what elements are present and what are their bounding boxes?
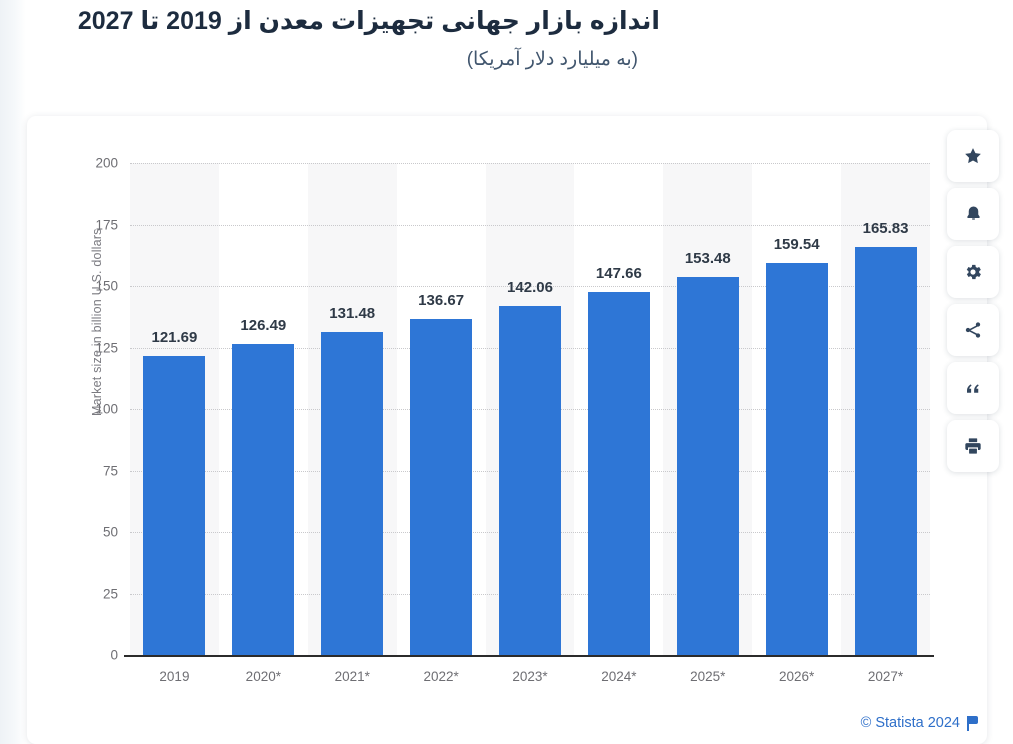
y-axis-tick-label: 125 bbox=[95, 340, 118, 355]
plot-area: 0 25 50 75 100 125 150 175 200 121.69 2019 126.49 20… bbox=[95, 156, 934, 684]
y-axis-title: Market size in billion U.S. dollars bbox=[90, 228, 104, 416]
y-axis-tick-label: 175 bbox=[95, 217, 118, 232]
bar-value-label: 142.06 bbox=[507, 278, 553, 296]
y-gridline bbox=[130, 286, 930, 287]
bar-value-label: 121.69 bbox=[151, 328, 198, 346]
y-axis-tick-label: 75 bbox=[102, 463, 118, 478]
x-axis-tick-label: 2022* bbox=[423, 669, 459, 684]
bar-2027[interactable] bbox=[854, 247, 917, 655]
y-axis-tick-label: 0 bbox=[110, 647, 118, 663]
flag-icon bbox=[967, 715, 980, 731]
bar-2026[interactable] bbox=[765, 262, 828, 655]
share-icon bbox=[963, 320, 983, 340]
bell-icon bbox=[964, 204, 983, 224]
alert-button[interactable] bbox=[947, 188, 999, 240]
page-title: اندازه بازار جهانی تجهیزات معدن از 2019 … bbox=[77, 7, 660, 35]
bar-2021[interactable] bbox=[321, 331, 384, 655]
settings-button[interactable] bbox=[947, 246, 999, 298]
y-axis-tick-label: 200 bbox=[95, 155, 118, 171]
bar-2019[interactable] bbox=[143, 355, 206, 655]
x-axis-tick-label: 2023* bbox=[512, 669, 548, 684]
y-axis-tick-label: 50 bbox=[102, 524, 118, 540]
bar-2025[interactable] bbox=[676, 277, 739, 655]
bar-value-label: 159.54 bbox=[773, 235, 820, 253]
share-button[interactable] bbox=[947, 304, 999, 356]
quote-icon bbox=[964, 379, 982, 397]
footer: © Statista 2024 bbox=[861, 715, 980, 731]
bar-2023[interactable] bbox=[499, 305, 561, 655]
bar-2022[interactable] bbox=[410, 318, 473, 655]
x-axis-baseline bbox=[124, 655, 934, 657]
bar-value-label: 153.48 bbox=[684, 250, 731, 268]
x-axis-tick-label: 2020* bbox=[245, 669, 281, 684]
bar-value-label: 136.67 bbox=[418, 291, 465, 309]
y-gridline bbox=[130, 163, 930, 164]
y-axis-tick-label: 100 bbox=[95, 401, 118, 417]
bar-2020[interactable] bbox=[232, 343, 295, 655]
bar-value-label: 147.66 bbox=[595, 264, 642, 282]
tool-rail bbox=[947, 130, 999, 472]
x-axis-tick-label: 2025* bbox=[690, 669, 726, 684]
x-axis-tick-label: 2024* bbox=[601, 669, 637, 684]
cite-button[interactable] bbox=[947, 362, 999, 414]
page-left-edge-strip bbox=[0, 0, 26, 744]
bar-value-label: 131.48 bbox=[329, 304, 376, 322]
title-block: اندازه بازار جهانی تجهیزات معدن از 2019 … bbox=[0, 0, 660, 73]
y-gridline bbox=[130, 224, 930, 226]
copyright-text: © Statista 2024 bbox=[860, 715, 960, 731]
y-axis-tick-label: 150 bbox=[95, 278, 118, 294]
x-axis-tick-label: 2026* bbox=[779, 669, 815, 684]
print-icon bbox=[963, 436, 983, 456]
x-axis-tick-label: 2027* bbox=[867, 669, 904, 684]
chart-card: Market size in billion U.S. dollars 0 25 5… bbox=[27, 116, 987, 744]
bar-value-label: 165.83 bbox=[862, 220, 909, 238]
y-axis-tick-label: 25 bbox=[102, 586, 118, 601]
favorite-button[interactable] bbox=[947, 130, 999, 182]
print-button[interactable] bbox=[947, 420, 999, 472]
gear-icon bbox=[963, 262, 983, 282]
x-axis-tick-label: 2021* bbox=[334, 669, 370, 684]
x-axis-tick-label: 2019 bbox=[159, 669, 190, 684]
bar-2024[interactable] bbox=[587, 291, 650, 655]
star-icon bbox=[963, 146, 983, 166]
bar-value-label: 126.49 bbox=[240, 316, 287, 334]
page-subtitle: (به میلیارد دلار آمریکا) bbox=[466, 49, 638, 70]
